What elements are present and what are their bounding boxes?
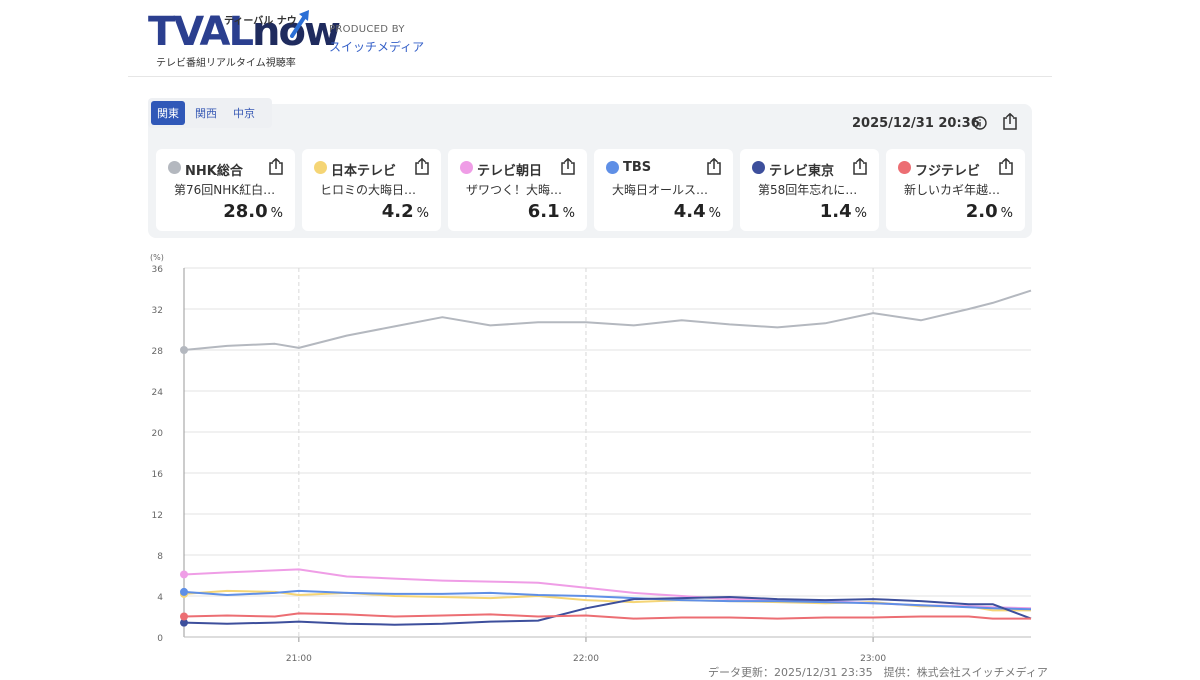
y-tick-label: 20: [152, 429, 164, 439]
rating-value: 4.2%: [381, 201, 429, 222]
series-start-point-3: [180, 587, 188, 596]
y-tick-label: 8: [157, 552, 163, 562]
tv-tokyo-color-dot: [752, 161, 765, 174]
y-axis-label: (%): [150, 253, 164, 262]
channel-card-fuji-tv[interactable]: フジテレビ 新しいカギ年越… 2.0%: [886, 149, 1025, 231]
x-tick-label: 21:00: [286, 654, 312, 664]
series-start-point-0: [180, 346, 188, 354]
tvalnow-logo[interactable]: TVALnow ティーバル ナウ テレビ番組リアルタイム視聴率: [148, 8, 341, 69]
series-line-0: [183, 289, 1032, 351]
channel-card-tv-tokyo[interactable]: テレビ東京 第58回年忘れに… 1.4%: [740, 149, 879, 231]
rating-value: 6.1%: [527, 201, 575, 222]
channel-name: テレビ東京: [769, 164, 835, 179]
y-tick-label: 24: [152, 388, 164, 398]
logo-subtitle: テレビ番組リアルタイム視聴率: [156, 58, 296, 69]
program-title: ザワつく！大晦…: [466, 183, 563, 197]
arrow-up-icon: [290, 10, 309, 38]
series-line-2: [183, 568, 1032, 610]
fuji-tv-color-dot: [898, 161, 911, 174]
y-tick-label: 28: [152, 347, 164, 357]
data-update-footer: データ更新：2025/12/31 23:35 提供：株式会社スイッチメディア: [708, 666, 1048, 679]
y-tick-label: 12: [152, 511, 163, 521]
program-title: 第76回NHK紅白…: [174, 183, 276, 197]
y-tick-label: 0: [157, 634, 163, 644]
series-start-point-2: [180, 570, 188, 579]
channel-card-nhk[interactable]: NHK総合 第76回NHK紅白… 28.0%: [156, 149, 295, 231]
program-title: 新しいカギ年越…: [904, 183, 1001, 197]
share-icon[interactable]: [706, 158, 722, 175]
channel-name: 日本テレビ: [331, 164, 397, 179]
series-line-4: [183, 596, 1032, 626]
y-tick-label: 4: [157, 593, 163, 603]
share-icon[interactable]: [268, 158, 284, 175]
channel-name: TBS: [623, 160, 652, 175]
share-icon[interactable]: [414, 158, 430, 175]
nhk-color-dot: [168, 161, 181, 174]
tab-kanto[interactable]: 関東: [151, 101, 185, 125]
channel-card-tbs[interactable]: TBS 大晦日オールス… 4.4%: [594, 149, 733, 231]
tab-kansai[interactable]: 関西: [195, 107, 217, 120]
tbs-color-dot: [606, 161, 619, 174]
series-line-3: [183, 589, 1032, 611]
x-tick-label: 23:00: [860, 654, 886, 664]
tab-chukyo[interactable]: 中京: [233, 107, 255, 120]
program-title: 大晦日オールス…: [612, 183, 709, 197]
rating-value: 28.0%: [223, 201, 283, 222]
y-tick-label: 32: [152, 306, 163, 316]
share-icon[interactable]: [998, 158, 1014, 175]
program-title: 第58回年忘れに…: [758, 183, 858, 197]
logo-kana: ティーバル ナウ: [224, 16, 297, 27]
y-tick-label: 16: [152, 470, 164, 480]
header: TVALnow ティーバル ナウ テレビ番組リアルタイム視聴率 PRODUCED…: [128, 0, 1052, 77]
y-tick-label: 36: [152, 265, 164, 275]
share-icon[interactable]: [1002, 113, 1018, 130]
series-line-5: [183, 612, 1031, 620]
series-start-point-5: [180, 612, 188, 621]
produced-by-label: PRODUCED BY: [329, 24, 405, 35]
rating-value: 4.4%: [673, 201, 721, 222]
share-icon[interactable]: [852, 158, 868, 175]
channel-card-tv-asahi[interactable]: テレビ朝日 ザワつく！大晦… 6.1%: [448, 149, 587, 231]
producer-link[interactable]: スイッチメディア: [329, 40, 425, 54]
rating-value: 2.0%: [965, 201, 1013, 222]
channel-name: NHK総合: [185, 164, 243, 179]
x-tick-label: 22:00: [573, 654, 599, 664]
info-icon[interactable]: [973, 116, 987, 130]
tv-asahi-color-dot: [460, 161, 473, 174]
ratings-panel: [148, 104, 1032, 238]
program-title: ヒロミの大晦日…: [320, 183, 417, 197]
ntv-color-dot: [314, 161, 327, 174]
channel-card-ntv[interactable]: 日本テレビ ヒロミの大晦日… 4.2%: [302, 149, 441, 231]
channel-name: フジテレビ: [915, 164, 981, 179]
share-icon[interactable]: [560, 158, 576, 175]
region-tabs: 関東 関西 中京: [148, 98, 272, 128]
ratings-line-chart: 0 4 8 12 16 20 24 28 32 36 (%) 21:00 22:00 23:00: [150, 253, 1032, 664]
series-start-point-4: [180, 618, 188, 627]
rating-value: 1.4%: [819, 201, 867, 222]
current-datetime: 2025/12/31 20:36: [852, 116, 980, 131]
channel-name: テレビ朝日: [477, 164, 543, 179]
